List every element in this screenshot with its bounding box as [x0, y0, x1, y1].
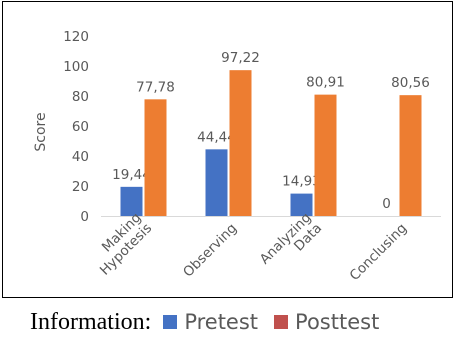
y-axis-label: Score [33, 112, 49, 151]
data-label-posttest-0: 77,78 [136, 79, 175, 95]
y-tick-label: 20 [72, 179, 89, 195]
legend-item-posttest: Posttest [274, 310, 379, 334]
bar-posttest-0 [144, 99, 167, 216]
legend-swatch-pretest [163, 315, 178, 329]
bar-posttest-2 [314, 94, 337, 216]
bar-pretest-1 [205, 149, 228, 216]
x-tick-label-line: Conclusing [347, 220, 411, 284]
data-label-pretest-3: 0 [382, 196, 391, 212]
x-tick-label-2: AnalyzingData [257, 210, 325, 278]
y-tick-label: 120 [63, 29, 89, 45]
y-tick-label: 60 [72, 119, 89, 135]
y-tick-label: 40 [72, 149, 89, 165]
x-tick-label-0: MakingHypotesis [86, 210, 155, 279]
bar-pretest-0 [120, 186, 143, 216]
bar-pretest-2 [290, 193, 313, 216]
data-label-posttest-3: 80,56 [391, 75, 430, 91]
y-tick-label: 80 [72, 89, 89, 105]
legend-swatch-posttest [274, 315, 289, 329]
data-label-pretest-1: 44,44 [197, 129, 236, 145]
bar-chart: Score 0 20 40 60 80 100 120 19,44 77,78 MakingHypo… [33, 29, 441, 284]
chart-frame: Score 0 20 40 60 80 100 120 19,44 77,78 MakingHypo… [2, 1, 453, 298]
y-tick-label: 0 [80, 209, 89, 225]
y-tick-label: 100 [63, 59, 89, 75]
bar-posttest-1 [229, 70, 252, 216]
x-tick-label-line: Observing [180, 220, 240, 280]
data-label-pretest-2: 14,93 [282, 174, 321, 190]
data-label-pretest-0: 19,44 [112, 167, 151, 183]
legend: Information: Pretest Posttest [30, 304, 395, 340]
legend-label-posttest: Posttest [295, 310, 380, 334]
legend-label-pretest: Pretest [184, 310, 259, 334]
x-tick-label-3: Conclusing [347, 220, 411, 284]
data-label-posttest-1: 97,22 [221, 50, 260, 66]
data-label-posttest-2: 80,91 [306, 75, 345, 91]
legend-item-pretest: Pretest [163, 310, 258, 334]
bar-posttest-3 [399, 95, 422, 216]
legend-title: Information: [30, 308, 152, 335]
x-tick-label-1: Observing [180, 220, 240, 280]
